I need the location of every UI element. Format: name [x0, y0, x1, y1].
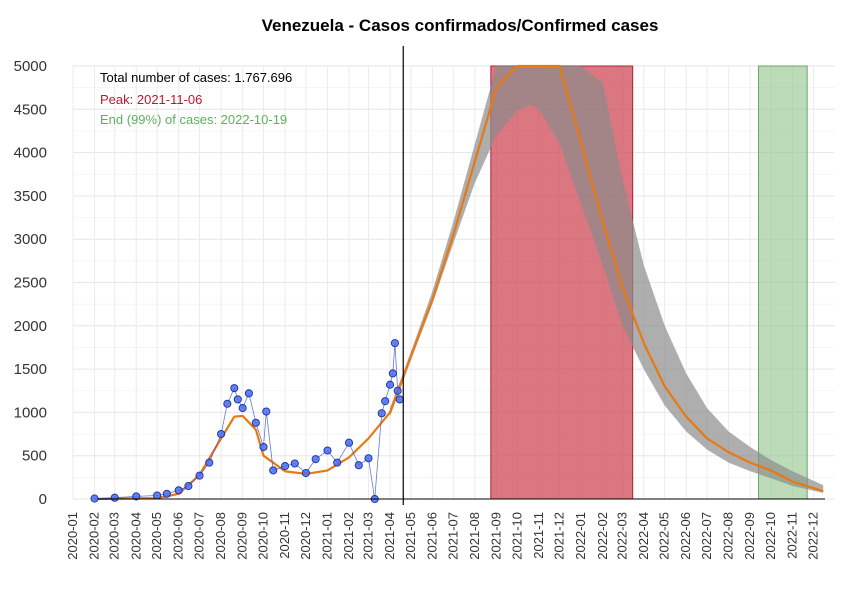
- data-point: [205, 458, 214, 467]
- x-tick-label: 2020-10: [256, 512, 271, 560]
- x-tick-label: 2022-10: [763, 512, 778, 560]
- data-point: [233, 395, 242, 404]
- x-tick-label: 2020-03: [107, 512, 122, 560]
- x-tick-label: 2022-01: [573, 512, 588, 560]
- data-point: [388, 369, 397, 378]
- x-tick-label: 2021-04: [382, 512, 397, 560]
- data-point: [333, 458, 342, 467]
- data-point: [174, 486, 183, 495]
- y-tick-label: 4000: [14, 145, 47, 162]
- data-point: [395, 395, 404, 404]
- data-point: [290, 459, 299, 468]
- data-point: [244, 389, 253, 398]
- y-tick-label: 2000: [14, 318, 47, 335]
- data-point: [259, 442, 268, 452]
- y-tick-label: 4500: [14, 101, 47, 118]
- y-tick-label: 3500: [14, 188, 47, 205]
- x-tick-label: 2022-12: [805, 512, 820, 560]
- observed-points: [90, 339, 404, 504]
- y-tick-label: 1000: [14, 404, 47, 421]
- x-tick-label: 2020-05: [149, 512, 164, 560]
- data-point: [301, 468, 310, 478]
- data-point: [230, 384, 239, 393]
- x-tick-label: 2021-02: [341, 512, 356, 560]
- annotation-peak: Peak: 2021-11-06: [100, 92, 202, 107]
- y-tick-label: 2500: [14, 275, 47, 292]
- x-tick-label: 2020-04: [128, 512, 143, 560]
- chart-title: Venezuela - Casos confirmados/Confirmed …: [262, 16, 659, 35]
- x-tick-label: 2020-02: [87, 512, 102, 560]
- y-tick-label: 5000: [14, 58, 47, 75]
- annotation-total: Total number of cases: 1.767.696: [100, 70, 292, 85]
- x-tick-label: 2021-03: [360, 512, 375, 560]
- y-tick-label: 500: [22, 448, 47, 465]
- x-tick-label: 2022-06: [678, 512, 693, 560]
- data-point: [184, 481, 193, 491]
- x-tick-label: 2022-05: [657, 512, 672, 560]
- data-point: [251, 418, 260, 427]
- x-tick-label: 2020-01: [65, 512, 80, 560]
- x-tick-label: 2021-08: [467, 512, 482, 560]
- data-point: [381, 397, 390, 406]
- data-point: [132, 492, 141, 501]
- x-tick-label: 2022-09: [742, 512, 757, 560]
- data-point: [262, 407, 271, 416]
- confidence-band-area: [390, 66, 824, 493]
- annotation-end: End (99%) of cases: 2022-10-19: [100, 112, 287, 127]
- x-tick-label: 2021-09: [488, 512, 503, 560]
- x-tick-label: 2022-11: [785, 512, 800, 559]
- x-tick-label: 2020-08: [213, 512, 228, 560]
- data-point: [269, 466, 278, 475]
- data-point: [153, 491, 162, 500]
- data-point: [281, 462, 290, 471]
- data-point: [311, 455, 320, 464]
- x-tick-label: 2021-06: [424, 512, 439, 560]
- data-point: [323, 446, 332, 455]
- x-tick-label: 2022-02: [595, 512, 610, 560]
- y-tick-label: 3000: [14, 231, 47, 248]
- x-tick-label: 2021-07: [445, 512, 460, 560]
- data-point: [217, 429, 226, 439]
- x-tick-label: 2022-04: [636, 512, 651, 560]
- x-tick-label: 2020-11: [277, 512, 292, 559]
- data-point: [377, 409, 386, 418]
- x-tick-label: 2021-10: [509, 512, 524, 560]
- data-point: [223, 399, 232, 408]
- annotations: Total number of cases: 1.767.696 Peak: 2…: [100, 70, 292, 127]
- end-region: [758, 65, 808, 500]
- data-point: [90, 494, 99, 503]
- data-point: [354, 461, 363, 470]
- confidence-band: [390, 66, 824, 493]
- x-tick-label: 2020-07: [192, 512, 207, 560]
- fit-curve: [94, 64, 824, 501]
- data-point: [385, 380, 395, 389]
- y-tick-label: 1500: [14, 361, 47, 378]
- x-tick-label: 2020-06: [171, 512, 186, 560]
- data-point: [110, 493, 119, 502]
- data-point: [195, 471, 204, 480]
- y-tick-label: 0: [39, 491, 47, 508]
- x-tick-label: 2022-03: [614, 512, 629, 560]
- data-point: [238, 404, 247, 413]
- axes: 0 500 1000 1500 2000 2500 3000 3500 4000 4500 5000…: [14, 46, 825, 560]
- x-tick-label: 2021-11: [531, 512, 546, 559]
- x-tick-label: 2020-12: [298, 512, 313, 560]
- x-tick-label: 2022-08: [721, 512, 736, 560]
- x-tick-label: 2022-07: [699, 512, 714, 560]
- data-point: [393, 386, 402, 395]
- data-point: [390, 339, 399, 348]
- data-point: [162, 489, 171, 498]
- data-point: [364, 454, 373, 463]
- fit-curve-layer: [94, 64, 824, 501]
- x-tick-label: 2021-12: [552, 512, 567, 560]
- data-point: [344, 438, 354, 447]
- x-tick-label: 2021-05: [403, 512, 418, 560]
- x-tick-label: 2021-01: [319, 512, 334, 560]
- x-tick-label: 2020-09: [235, 512, 250, 560]
